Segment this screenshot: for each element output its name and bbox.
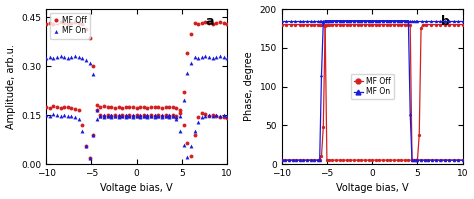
Text: a: a	[205, 15, 214, 28]
X-axis label: Voltage bias, V: Voltage bias, V	[336, 183, 409, 193]
Y-axis label: Amplitude, arb.u.: Amplitude, arb.u.	[6, 44, 16, 129]
Y-axis label: Phase, degree: Phase, degree	[244, 52, 254, 121]
Text: b: b	[441, 15, 450, 28]
X-axis label: Voltage bias, V: Voltage bias, V	[100, 183, 173, 193]
Legend: MF Off, MF On: MF Off, MF On	[50, 13, 90, 39]
Legend: MF Off, MF On: MF Off, MF On	[351, 74, 394, 99]
